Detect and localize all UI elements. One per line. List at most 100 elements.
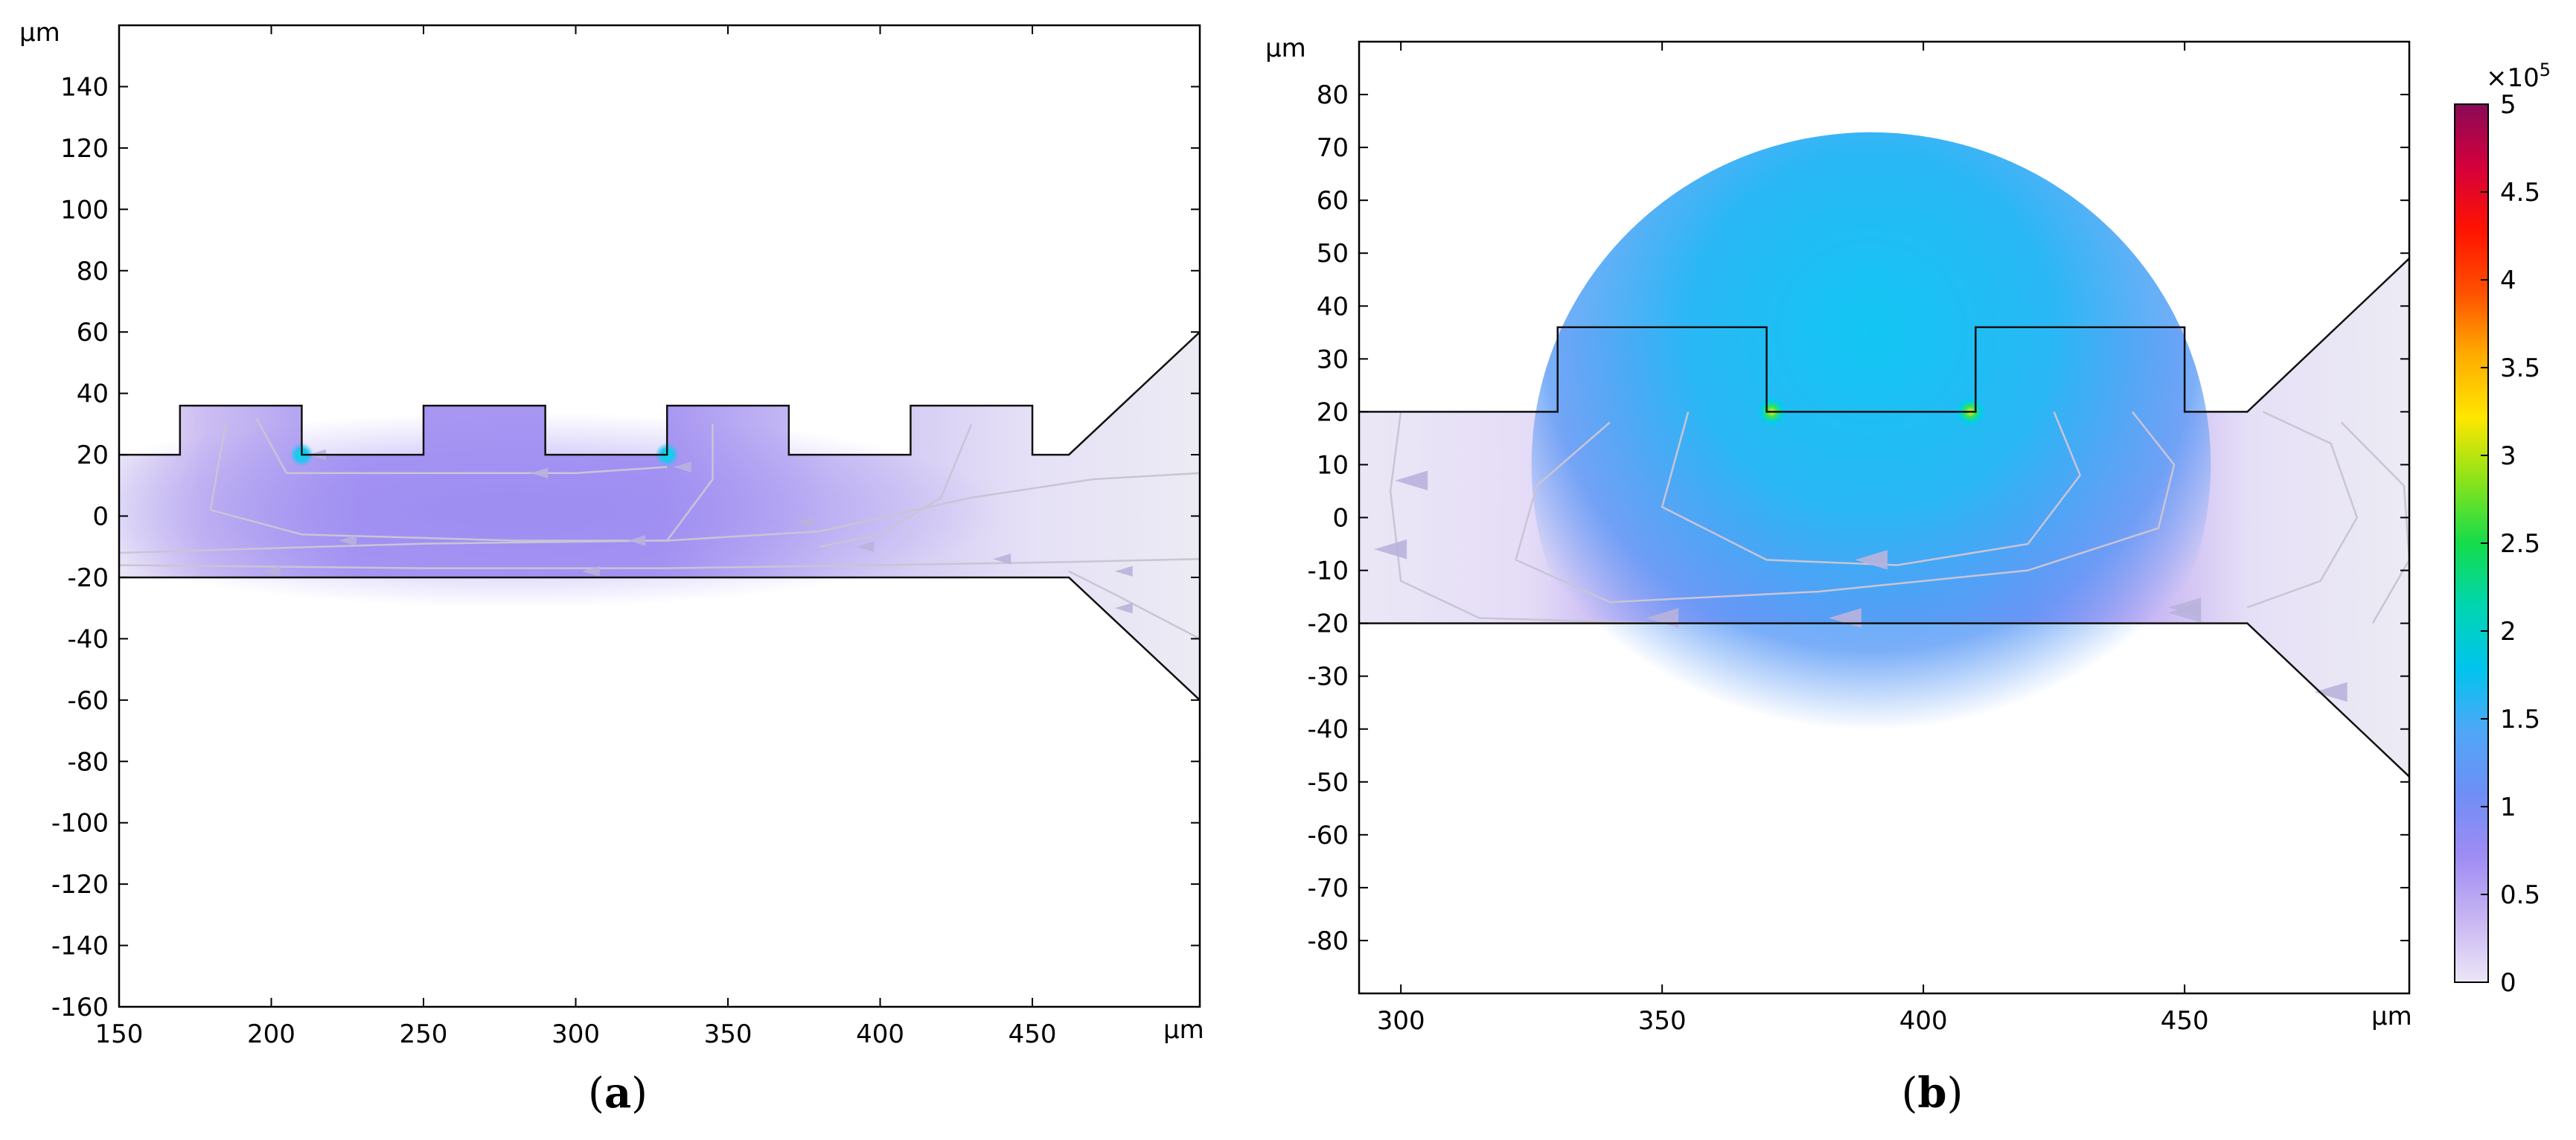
a-stream-arrow-9 (673, 461, 691, 473)
b-y-tick-label: -60 (1307, 821, 1349, 851)
b-outline-bottom (1359, 622, 2410, 778)
panel-b: 300 350 400 450 80 70 60 50 40 30 20 10 0 -10 -20 -30 -… (1265, 33, 2412, 1118)
a-y-tick-label: 40 (77, 380, 109, 409)
b-x-axis: 300 350 400 450 (1377, 42, 2209, 1036)
a-stream-arrow-7 (993, 554, 1011, 565)
a-y-tick-label: 120 (60, 134, 109, 164)
a-streamline-2 (209, 423, 714, 542)
colorbar-tick-label: 1.5 (2500, 705, 2540, 734)
b-streamline-3 (2246, 411, 2359, 609)
a-y-tick-label: 60 (77, 318, 109, 348)
a-y-tick-label: -20 (67, 563, 109, 593)
b-outline-top (1359, 257, 2410, 413)
b-y-axis: 80 70 60 50 40 30 20 10 0 -10 -20 -30 -40 -50 -60 -70 -8… (1307, 80, 2409, 956)
a-x-tick-label: 250 (400, 1019, 448, 1049)
panel-a: 150 200 250 300 350 400 450 140120100806040200… (19, 18, 1204, 1118)
a-y-tick-label: -80 (67, 747, 109, 777)
colorbar-multiplier: ×105 (2486, 60, 2551, 93)
a-streamline-5 (1068, 570, 1200, 640)
a-stream-arrow-11 (1114, 602, 1133, 614)
b-y-tick-label: -10 (1307, 557, 1349, 586)
a-stream-arrow-1 (530, 467, 549, 478)
a-stream-arrow-4 (262, 566, 281, 577)
b-y-tick-label: -70 (1307, 874, 1349, 903)
a-outline-bottom (119, 576, 1201, 701)
a-field-core (119, 412, 1002, 609)
b-y-tick-label: 50 (1317, 239, 1349, 269)
b-channel-outline (1359, 257, 2410, 778)
colorbar-tick-label: 0 (2500, 968, 2516, 998)
b-y-tick-label: 60 (1317, 186, 1349, 216)
b-y-tick-label: -30 (1307, 662, 1349, 692)
a-panel-label-open: ( (588, 1069, 604, 1118)
colorbar-tick-label: 2.5 (2500, 529, 2540, 559)
b-y-tick-label: 0 (1332, 504, 1349, 534)
b-velocity-field (1359, 132, 2409, 798)
a-x-tick-label: 200 (247, 1019, 295, 1049)
b-panel-label-letter: b (1917, 1069, 1946, 1118)
b-field-core (1531, 132, 2211, 798)
colorbar-multiplier-base: ×10 (2486, 63, 2540, 93)
b-x-tick-label: 450 (2161, 1006, 2209, 1036)
b-panel-label-close: ) (1947, 1069, 1963, 1118)
b-stream-arrow-6 (2314, 682, 2348, 702)
colorbar-multiplier-exp: 5 (2540, 60, 2551, 80)
a-velocity-field (119, 332, 1200, 700)
a-y-tick-label: -140 (51, 932, 109, 961)
a-x-unit: μm (1163, 1015, 1204, 1045)
b-x-tick-label: 400 (1899, 1006, 1948, 1036)
b-y-tick-label: -40 (1307, 715, 1349, 745)
b-stream-arrow-0 (1395, 470, 1428, 490)
a-x-tick-label: 450 (1009, 1019, 1057, 1049)
a-y-unit: μm (19, 18, 60, 48)
b-y-unit: μm (1265, 33, 1306, 63)
a-y-tick-label: -100 (51, 809, 109, 839)
b-stream-arrow-5 (2168, 598, 2202, 618)
a-y-tick-label: -120 (51, 870, 109, 900)
a-stream-arrow-6 (856, 541, 875, 552)
colorbar-tick-label: 0.5 (2500, 880, 2540, 910)
a-channel-outline (119, 331, 1201, 701)
b-y-tick-label: 30 (1317, 345, 1349, 374)
a-streamline-4 (819, 423, 973, 548)
a-panel-label-letter: a (604, 1069, 631, 1118)
a-x-tick-label: 150 (95, 1019, 144, 1049)
a-stream-arrow-3 (627, 535, 646, 546)
a-stream-arrow-10 (795, 516, 814, 528)
b-y-tick-label: 70 (1317, 133, 1349, 163)
a-streamline-1 (119, 557, 1200, 569)
b-streamline-0 (1389, 412, 1663, 624)
a-y-axis: 140 120 100 80 60 40 20 0 -20 -40 -60 -80 -100 -120 -1… (51, 72, 1200, 1022)
a-x-tick-label: 400 (856, 1019, 904, 1049)
colorbar-tick-label: 5 (2500, 90, 2516, 120)
colorbar-tick-label: 2 (2500, 617, 2516, 647)
colorbar-tick-label: 4 (2500, 266, 2516, 295)
a-y-tick-label: -60 (67, 686, 109, 716)
colorbar-ticks: 5 4.5 4 3.5 3 2.5 2 1.5 1 0.5 0 (2481, 90, 2540, 998)
a-stream-arrow-8 (1114, 566, 1133, 577)
b-panel-label: (b) (1902, 1069, 1963, 1118)
a-x-tick-label: 300 (552, 1019, 600, 1049)
b-x-unit: μm (2371, 1002, 2412, 1031)
a-outline-top (119, 331, 1201, 456)
b-streamline-1 (1515, 411, 2176, 603)
b-streamlines (1374, 411, 2409, 702)
colorbar-tick-label: 3.5 (2500, 353, 2540, 383)
b-y-tick-label: 20 (1317, 397, 1349, 427)
b-y-tick-label: 40 (1317, 292, 1349, 321)
a-panel-label: (a) (588, 1069, 648, 1118)
a-x-axis: 150 200 250 300 350 400 450 (95, 25, 1057, 1049)
a-y-tick-label: 100 (60, 195, 109, 225)
colorbar: 5 4.5 4 3.5 3 2.5 2 1.5 1 0.5 0 ×105 (2454, 60, 2551, 998)
b-x-tick-label: 350 (1638, 1006, 1687, 1036)
a-y-tick-label: 0 (92, 502, 109, 532)
b-panel-label-open: ( (1902, 1069, 1918, 1118)
a-x-tick-label: 350 (704, 1019, 752, 1049)
b-stream-arrow-1 (1854, 550, 1888, 570)
colorbar-tick-label: 3 (2500, 441, 2516, 471)
a-streamlines (119, 417, 1200, 640)
a-y-tick-label: -40 (67, 624, 109, 654)
a-stream-arrow-5 (581, 566, 600, 577)
colorbar-tick-label: 1 (2500, 792, 2516, 822)
